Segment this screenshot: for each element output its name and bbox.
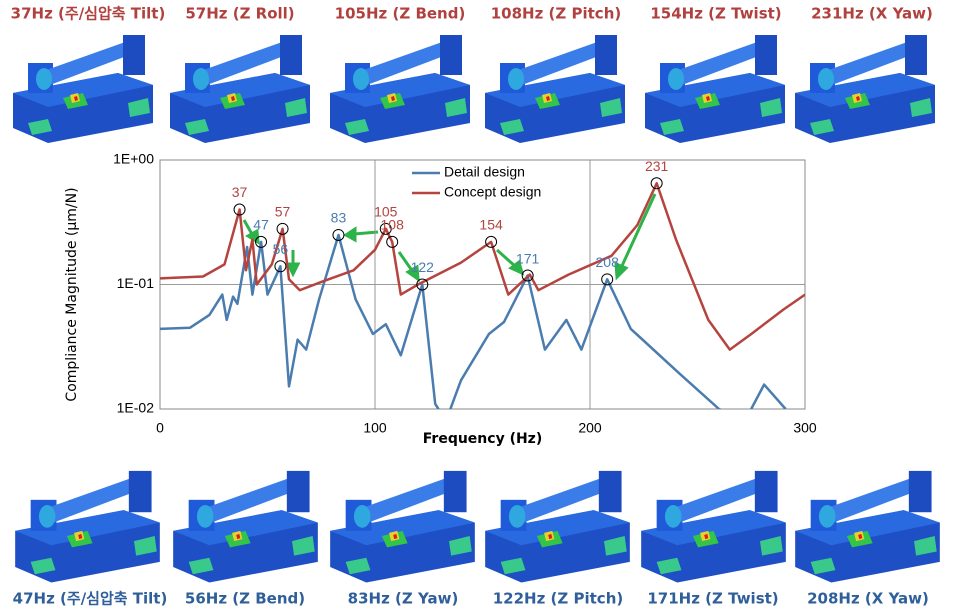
peak-label: 57: [275, 204, 291, 220]
x-tick-label: 300: [793, 420, 817, 436]
arrow-head: [285, 262, 301, 278]
y-tick-label: 1E+00: [113, 151, 154, 167]
peak-label: 154: [479, 217, 503, 233]
peak-marker: [276, 222, 289, 235]
legend-label: Concept design: [444, 184, 541, 200]
mode-image: [485, 35, 625, 143]
mode-caption: 105Hz (Z Bend): [335, 5, 466, 23]
y-axis-title: Compliance Magnitude (μm/N): [64, 187, 80, 401]
mode-image: [173, 470, 318, 583]
mode-caption: 171Hz (Z Twist): [647, 590, 778, 608]
arrow: [353, 230, 379, 236]
mode-image: [795, 35, 935, 143]
mode-image: [13, 35, 153, 143]
mode-caption: 231Hz (X Yaw): [811, 5, 933, 23]
peak-marker: [274, 260, 287, 273]
peak-label: 122: [411, 259, 435, 275]
peak-marker: [379, 222, 392, 235]
peak-label: 171: [516, 250, 540, 266]
arrow-head: [405, 264, 420, 283]
x-tick-label: 100: [363, 420, 387, 436]
arrow-head: [508, 259, 525, 276]
peak-marker: [416, 278, 429, 291]
mode-image: [485, 470, 630, 583]
series-line: [160, 233, 787, 409]
mode-image: [645, 35, 785, 143]
peak-marker: [255, 235, 268, 248]
mode-image: [330, 470, 475, 583]
plot-frame: [159, 159, 806, 410]
y-tick-label: 1E-02: [117, 400, 155, 416]
peak-marker: [233, 203, 246, 216]
x-tick-label: 200: [578, 420, 602, 436]
mode-caption: 208Hz (X Yaw): [807, 590, 929, 608]
arrow: [619, 193, 657, 269]
mode-caption: 83Hz (Z Yaw): [348, 590, 459, 608]
mode-image: [170, 35, 310, 143]
mode-caption: 56Hz (Z Bend): [185, 590, 305, 608]
peak-marker: [601, 273, 614, 286]
peak-marker: [650, 177, 663, 190]
mode-shape-images: [13, 35, 940, 583]
peak-label: 231: [645, 158, 669, 174]
peak-label: 56: [273, 241, 289, 257]
mode-image: [641, 470, 786, 583]
mode-image: [795, 470, 940, 583]
mode-caption: 108Hz (Z Pitch): [491, 5, 622, 23]
x-tick-label: 0: [156, 420, 164, 436]
mode-image: [330, 35, 470, 143]
arrow-head: [343, 226, 357, 243]
peak-marker: [386, 235, 399, 248]
peak-marker: [521, 269, 534, 282]
arrows: [242, 193, 657, 283]
x-axis-title: Frequency (Hz): [423, 431, 542, 447]
series-line: [160, 182, 805, 351]
mode-caption: 154Hz (Z Twist): [650, 5, 781, 23]
peak-label: 208: [596, 254, 620, 270]
y-tick-label: 1E-01: [117, 275, 155, 291]
peak-marker: [332, 228, 345, 241]
arrow: [495, 248, 518, 269]
peak-label: 105: [374, 204, 398, 220]
peak-label: 37: [232, 184, 248, 200]
peak-label: 47: [253, 217, 269, 233]
mode-image: [15, 470, 160, 583]
arrow: [397, 251, 415, 273]
peak-marker: [485, 235, 498, 248]
legend-label: Detail design: [444, 164, 525, 180]
mode-caption: 57Hz (Z Roll): [185, 5, 294, 23]
peak-label: 83: [331, 210, 347, 226]
mode-caption: 37Hz (주/심압축 Tilt): [11, 5, 166, 23]
peak-label: 108: [381, 217, 405, 233]
mode-caption: 122Hz (Z Pitch): [493, 590, 624, 608]
arrow-head: [614, 261, 629, 281]
mode-caption: 47Hz (주/심압축 Tilt): [13, 590, 168, 608]
